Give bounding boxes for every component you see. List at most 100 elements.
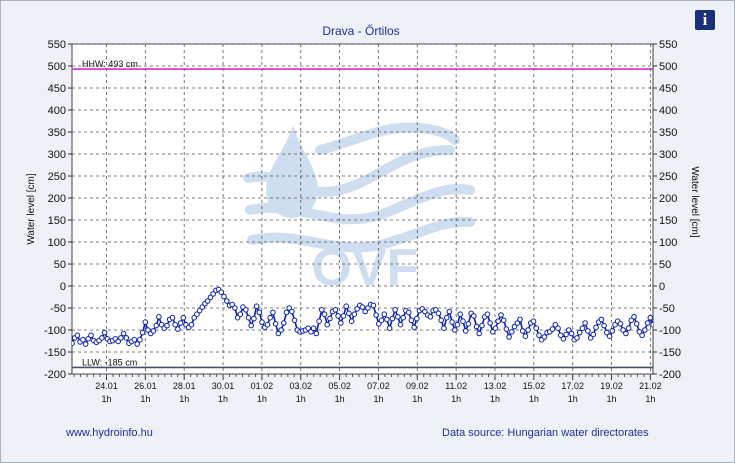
y2-tick-label: -50	[659, 303, 675, 315]
data-point	[272, 321, 279, 327]
data-point	[644, 320, 651, 326]
x-tick-date: 26.01	[134, 381, 157, 391]
data-point	[465, 321, 472, 327]
y-tick-label: 250	[48, 171, 66, 183]
y-tick-label: 350	[48, 127, 66, 139]
x-tick-hour: 1h	[412, 394, 422, 404]
data-point	[511, 323, 518, 330]
data-point	[321, 311, 328, 318]
x-tick-hour: 1h	[607, 394, 617, 404]
y2-tick-label: -200	[659, 369, 681, 381]
data-point	[319, 307, 325, 313]
x-tick-date: 03.02	[289, 381, 312, 391]
x-tick-hour: 1h	[529, 394, 539, 404]
data-point	[310, 325, 317, 332]
footer-link-hydroinfo[interactable]: www.hydroinfo.hu	[66, 427, 153, 439]
data-point	[454, 321, 461, 328]
data-point	[207, 294, 214, 301]
y2-tick-label: 450	[659, 83, 677, 95]
data-point	[536, 332, 542, 339]
data-point	[414, 315, 420, 322]
x-tick-hour: 1h	[373, 394, 383, 404]
info-icon: i	[702, 10, 708, 29]
y2-tick-label: 500	[659, 61, 677, 73]
data-point	[460, 318, 466, 325]
ref-line-label: LLW: -185 cm	[82, 357, 137, 367]
data-point	[530, 318, 537, 325]
data-point	[80, 336, 86, 343]
x-tick-hour: 1h	[335, 394, 345, 404]
data-point	[289, 308, 295, 315]
data-point	[150, 328, 157, 334]
data-point	[324, 321, 331, 328]
y2-tick-label: 100	[659, 237, 677, 249]
y-tick-label: -200	[44, 369, 66, 381]
data-point	[552, 321, 559, 328]
y-tick-label: 300	[48, 149, 66, 161]
data-point	[500, 317, 507, 324]
data-point	[620, 327, 626, 333]
data-point	[267, 314, 274, 321]
data-point	[612, 321, 618, 328]
data-point	[525, 327, 531, 333]
data-point	[362, 308, 369, 315]
data-point	[253, 303, 260, 310]
data-point	[134, 341, 140, 347]
y2-tick-label: -150	[659, 347, 681, 359]
watermark-logo: OVF	[243, 122, 475, 297]
x-tick-hour: 1h	[645, 394, 655, 404]
data-point	[340, 313, 347, 319]
x-tick-date: 07.02	[367, 381, 390, 391]
data-point	[452, 327, 458, 333]
y-tick-label: 400	[48, 105, 66, 117]
data-point	[606, 333, 613, 340]
data-point	[370, 302, 377, 309]
data-point	[338, 320, 344, 326]
data-point	[156, 314, 162, 320]
data-point	[327, 315, 333, 322]
data-point	[354, 306, 360, 312]
data-point	[248, 322, 254, 329]
x-tick-hour: 1h	[101, 394, 111, 404]
data-point	[381, 311, 388, 318]
y-tick-label: 500	[48, 61, 66, 73]
data-point	[433, 307, 439, 313]
data-point	[316, 318, 322, 325]
data-point	[487, 320, 493, 326]
data-point	[177, 320, 184, 326]
y2-tick-label: 150	[659, 215, 677, 227]
data-point	[601, 322, 607, 329]
x-tick-hour: 1h	[257, 394, 267, 404]
data-point	[229, 301, 235, 308]
data-point	[191, 314, 197, 321]
data-point	[259, 319, 265, 325]
data-point	[449, 319, 455, 325]
x-tick-hour: 1h	[179, 394, 189, 404]
data-point	[427, 314, 434, 320]
watermark-text: OVF	[312, 239, 419, 297]
data-point	[74, 332, 81, 339]
data-point	[462, 328, 469, 334]
data-point	[514, 320, 521, 326]
data-point	[376, 321, 382, 327]
grid	[72, 43, 653, 375]
data-point	[574, 335, 580, 341]
data-point	[264, 321, 271, 328]
info-button[interactable]: i	[695, 10, 715, 30]
data-point	[72, 340, 75, 346]
x-tick-date: 09.02	[406, 381, 429, 391]
data-point	[232, 305, 238, 311]
data-point	[495, 318, 502, 325]
data-point	[343, 303, 350, 310]
data-point	[365, 305, 371, 311]
data-point	[405, 309, 412, 316]
data-point	[237, 311, 244, 318]
data-point	[476, 330, 483, 337]
data-point	[490, 329, 496, 335]
x-tick-date: 15.02	[523, 381, 546, 391]
data-point	[576, 329, 583, 336]
data-point	[604, 329, 610, 336]
data-point	[175, 326, 181, 332]
data-point	[446, 308, 453, 315]
data-point	[479, 322, 485, 329]
